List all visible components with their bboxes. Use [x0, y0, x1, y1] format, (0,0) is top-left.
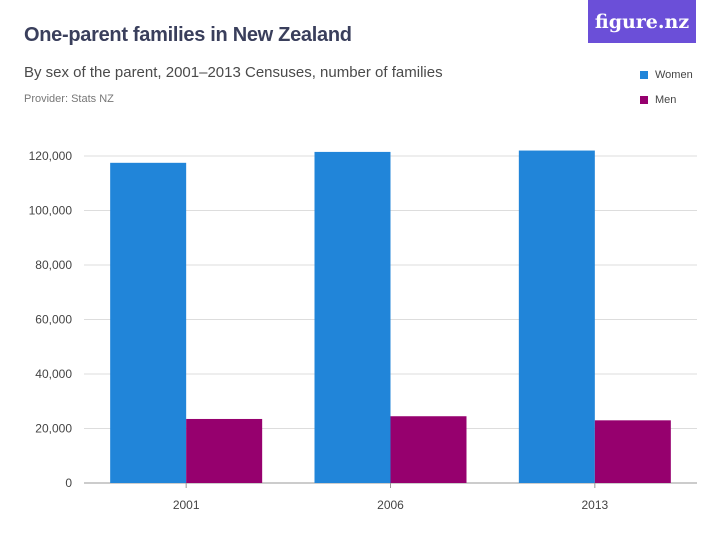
- x-tick-label: 2001: [173, 498, 200, 512]
- legend: Women Men: [640, 68, 693, 118]
- y-tick-label: 120,000: [29, 149, 73, 163]
- chart-subtitle: By sex of the parent, 2001–2013 Censuses…: [24, 64, 443, 81]
- x-tick-label: 2006: [377, 498, 404, 512]
- legend-item-men: Men: [640, 93, 693, 107]
- bar-women-2013: [518, 150, 595, 484]
- legend-swatch-men: [640, 96, 648, 104]
- y-tick-label: 60,000: [35, 313, 72, 327]
- provider-note: Provider: Stats NZ: [24, 93, 114, 105]
- y-tick-label: 40,000: [35, 367, 72, 381]
- bar-men-2006: [390, 416, 467, 483]
- legend-swatch-women: [640, 71, 648, 79]
- chart-title: One-parent families in New Zealand: [24, 24, 352, 46]
- legend-label-men: Men: [655, 94, 677, 106]
- x-tick-label: 2013: [581, 498, 608, 512]
- bar-men-2001: [186, 418, 263, 483]
- bar-women-2006: [314, 151, 391, 483]
- y-tick-label: 100,000: [29, 204, 73, 218]
- legend-label-women: Women: [655, 69, 693, 81]
- bar-men-2013: [594, 420, 671, 483]
- y-tick-label: 20,000: [35, 422, 72, 436]
- legend-item-women: Women: [640, 68, 693, 82]
- y-tick-label: 0: [65, 476, 72, 490]
- y-tick-label: 80,000: [35, 258, 72, 272]
- figure-nz-logo[interactable]: figure.nz: [588, 0, 696, 43]
- bar-women-2001: [110, 162, 187, 483]
